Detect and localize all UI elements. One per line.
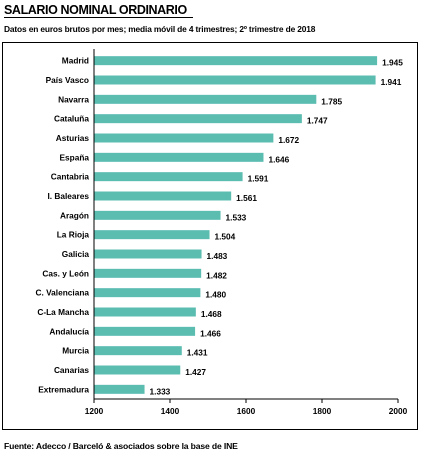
bar bbox=[94, 191, 232, 201]
chart-title: SALARIO NOMINAL ORDINARIO bbox=[4, 3, 187, 17]
value-label: 1.941 bbox=[381, 77, 402, 87]
bar bbox=[94, 268, 202, 278]
bar bbox=[94, 365, 181, 375]
category-label: Cataluña bbox=[54, 114, 89, 124]
bar bbox=[94, 152, 264, 162]
category-label: País Vasco bbox=[46, 75, 89, 85]
category-label: Asturias bbox=[56, 133, 90, 143]
category-label: Cantabria bbox=[51, 172, 90, 182]
category-label: Extremadura bbox=[38, 384, 89, 394]
bar bbox=[94, 210, 221, 220]
value-label: 1.747 bbox=[307, 116, 328, 126]
value-label: 1.945 bbox=[382, 58, 403, 68]
category-label: Cas. y León bbox=[42, 268, 89, 278]
bar bbox=[94, 133, 274, 143]
x-tick-label: 1600 bbox=[237, 406, 256, 416]
category-label: La Rioja bbox=[57, 230, 90, 240]
value-label: 1.468 bbox=[201, 309, 222, 319]
category-label: Madrid bbox=[62, 56, 89, 66]
title-underline bbox=[4, 17, 193, 18]
value-label: 1.427 bbox=[185, 367, 206, 377]
bar bbox=[94, 114, 302, 124]
value-label: 1.561 bbox=[236, 193, 257, 203]
value-label: 1.483 bbox=[207, 251, 228, 261]
salary-bar-chart: Madrid 1.945 País Vasco 1.941 Navarra 1.785 Ca… bbox=[36, 49, 408, 416]
chart-frame: Madrid 1.945 País Vasco 1.941 Navarra 1.785 Ca… bbox=[2, 42, 418, 430]
value-label: 1.591 bbox=[248, 174, 269, 184]
bar bbox=[94, 56, 378, 66]
bar bbox=[94, 346, 182, 356]
category-label: Navarra bbox=[58, 94, 89, 104]
x-tick-label: 1400 bbox=[161, 406, 180, 416]
bar bbox=[94, 75, 376, 85]
value-label: 1.785 bbox=[321, 96, 342, 106]
bar bbox=[94, 249, 202, 259]
chart-subtitle: Datos en euros brutos por mes; media móv… bbox=[4, 24, 316, 34]
bar bbox=[94, 326, 196, 336]
x-tick-label: 1200 bbox=[85, 406, 104, 416]
value-label: 1.431 bbox=[187, 348, 208, 358]
bar bbox=[94, 288, 201, 298]
category-label: Galicia bbox=[62, 249, 90, 259]
bar bbox=[94, 307, 196, 317]
value-label: 1.533 bbox=[226, 212, 247, 222]
x-tick-label: 1800 bbox=[313, 406, 332, 416]
category-label: Andalucía bbox=[49, 326, 89, 336]
value-label: 1.672 bbox=[278, 135, 299, 145]
value-label: 1.482 bbox=[206, 270, 227, 280]
x-tick-label: 2000 bbox=[389, 406, 408, 416]
value-label: 1.646 bbox=[268, 154, 289, 164]
bar bbox=[94, 230, 210, 240]
bar bbox=[94, 384, 145, 394]
value-label: 1.333 bbox=[150, 386, 171, 396]
value-label: 1.480 bbox=[205, 290, 226, 300]
category-label: Aragón bbox=[60, 210, 89, 220]
value-label: 1.466 bbox=[200, 328, 221, 338]
source-note: Fuente: Adecco / Barceló & asociados sob… bbox=[4, 441, 238, 451]
category-label: I. Baleares bbox=[47, 191, 89, 201]
category-label: C. Valenciana bbox=[36, 288, 90, 298]
bar bbox=[94, 94, 317, 104]
category-label: C-La Mancha bbox=[37, 307, 89, 317]
category-label: Murcia bbox=[62, 346, 89, 356]
category-label: España bbox=[59, 152, 89, 162]
category-label: Canarias bbox=[54, 365, 89, 375]
value-label: 1.504 bbox=[215, 232, 236, 242]
bar bbox=[94, 172, 243, 182]
